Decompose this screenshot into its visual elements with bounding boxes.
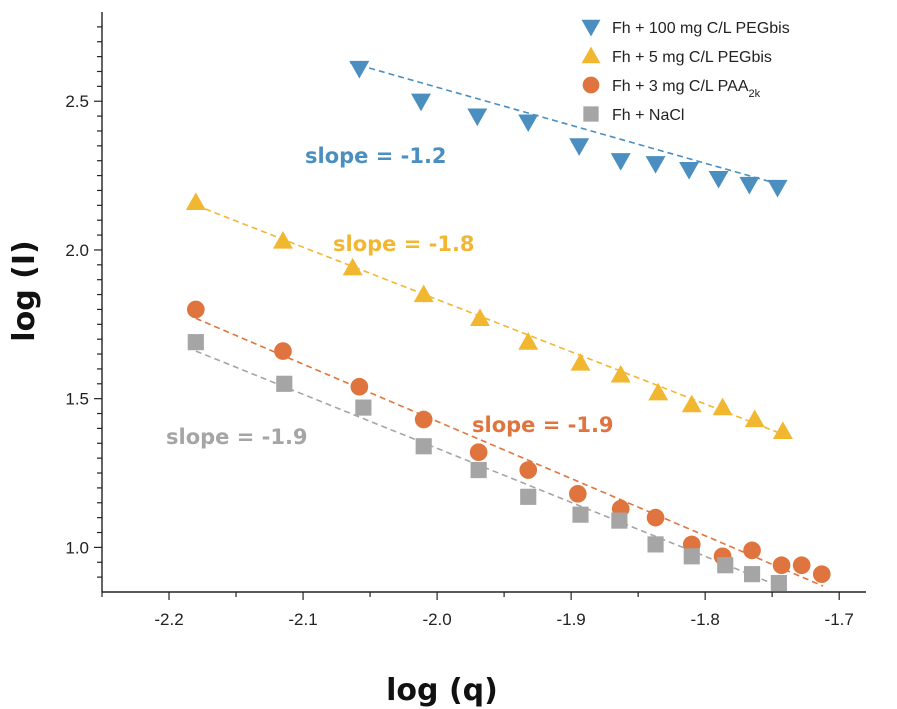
data-point-series-3	[683, 548, 700, 565]
axes: -2.2 -2.1 -2.0 -1.9 -1.8 -1.7 1.0 1.5 2.0 2.5	[65, 12, 866, 629]
data-point-series-3	[611, 512, 628, 529]
fit-line-series-3	[195, 350, 780, 587]
data-point-series-1	[413, 284, 434, 303]
legend-marker-series-3	[583, 106, 599, 122]
y-tick-label: 2.5	[65, 92, 89, 111]
data-point-series-3	[717, 557, 734, 574]
x-tick-label: -1.7	[825, 610, 854, 629]
data-point-series-1	[518, 332, 539, 350]
legend-marker-series-1	[581, 46, 601, 64]
legend-label-text: Fh + NaCl	[612, 107, 684, 124]
data-point-series-1	[772, 421, 793, 439]
legend-label-text: Fh + 5 mg C/L PEGbis	[612, 49, 772, 66]
data-point-series-0	[645, 156, 666, 174]
data-point-series-3	[647, 536, 664, 553]
data-point-series-1	[185, 192, 206, 210]
slope-labels: slope = -1.2 slope = -1.8 slope = -1.9 slop…	[166, 144, 614, 449]
data-point-series-1	[570, 352, 591, 371]
data-point-series-0	[349, 60, 370, 79]
legend-label-subscript: 2k	[749, 88, 761, 100]
data-point-series-1	[470, 308, 490, 326]
data-point-series-1	[648, 382, 669, 401]
data-point-series-2	[792, 556, 811, 575]
y-tick-label: 1.0	[65, 538, 89, 557]
data-point-series-0	[739, 176, 760, 195]
data-point-series-3	[520, 488, 537, 505]
data-point-series-2	[568, 485, 587, 503]
data-point-series-2	[812, 565, 831, 583]
data-point-series-1	[744, 409, 765, 428]
x-axis-title: log (q)	[386, 673, 498, 708]
slope-label-series-3: slope = -1.9	[166, 425, 308, 449]
fit-line-series-1	[195, 204, 784, 436]
y-tick-label: 1.5	[65, 390, 89, 409]
data-point-series-2	[186, 300, 205, 319]
legend-label-series-1: Fh + 5 mg C/L PEGbis	[612, 49, 772, 66]
data-point-series-0	[767, 179, 788, 198]
data-point-series-2	[772, 556, 791, 575]
data-point-series-3	[415, 438, 432, 455]
data-point-series-1	[342, 257, 363, 276]
data-point-series-3	[572, 506, 589, 523]
data-point-series-3	[355, 399, 372, 416]
legend-label-series-3: Fh + NaCl	[612, 107, 684, 124]
data-point-series-2	[646, 508, 665, 527]
x-tick-label: -2.2	[154, 610, 183, 629]
data-point-series-1	[610, 364, 631, 383]
legend-label-text: Fh + 100 mg C/L PEGbis	[612, 20, 790, 37]
data-point-series-2	[414, 410, 433, 429]
data-markers	[185, 60, 831, 592]
data-point-series-3	[276, 375, 293, 392]
y-axis-title: log (I)	[7, 240, 42, 341]
legend-label-series-0: Fh + 100 mg C/L PEGbis	[612, 20, 790, 37]
data-point-series-3	[470, 461, 487, 479]
legend-label-series-2: Fh + 3 mg C/L PAA2k	[612, 78, 761, 100]
data-point-series-0	[569, 138, 590, 156]
data-point-series-2	[469, 443, 488, 462]
data-point-series-0	[518, 114, 539, 133]
y-tick-label: 2.0	[65, 241, 89, 260]
data-point-series-1	[681, 394, 702, 413]
legend-marker-series-2	[582, 76, 600, 94]
data-point-series-2	[350, 377, 369, 396]
legend-marker-series-0	[581, 19, 601, 37]
x-tick-label: -1.9	[556, 610, 585, 629]
data-point-series-3	[770, 575, 787, 592]
slope-label-series-0: slope = -1.2	[305, 144, 447, 168]
slope-label-series-2: slope = -1.9	[472, 413, 614, 437]
fit-lines	[195, 61, 824, 587]
legend-label-text: Fh + 3 mg C/L PAA	[612, 78, 749, 95]
data-point-series-0	[610, 153, 631, 171]
data-point-series-2	[274, 342, 292, 360]
data-point-series-0	[467, 108, 488, 127]
data-point-series-2	[519, 461, 538, 479]
data-point-series-0	[679, 162, 700, 180]
data-point-series-2	[743, 541, 761, 560]
slope-label-series-1: slope = -1.8	[333, 232, 475, 256]
data-point-series-0	[411, 93, 431, 112]
data-point-series-1	[712, 397, 733, 416]
x-tick-label: -2.0	[422, 610, 451, 629]
x-tick-label: -2.1	[288, 610, 317, 629]
data-point-series-3	[187, 334, 204, 351]
fit-line-series-2	[195, 317, 824, 587]
fit-line-series-0	[349, 61, 781, 186]
data-point-series-1	[272, 231, 293, 249]
x-tick-label: -1.8	[691, 610, 720, 629]
legend: Fh + 100 mg C/L PEGbis Fh + 5 mg C/L PEGb…	[581, 19, 790, 124]
data-point-series-0	[708, 170, 729, 189]
data-point-series-3	[743, 566, 761, 583]
